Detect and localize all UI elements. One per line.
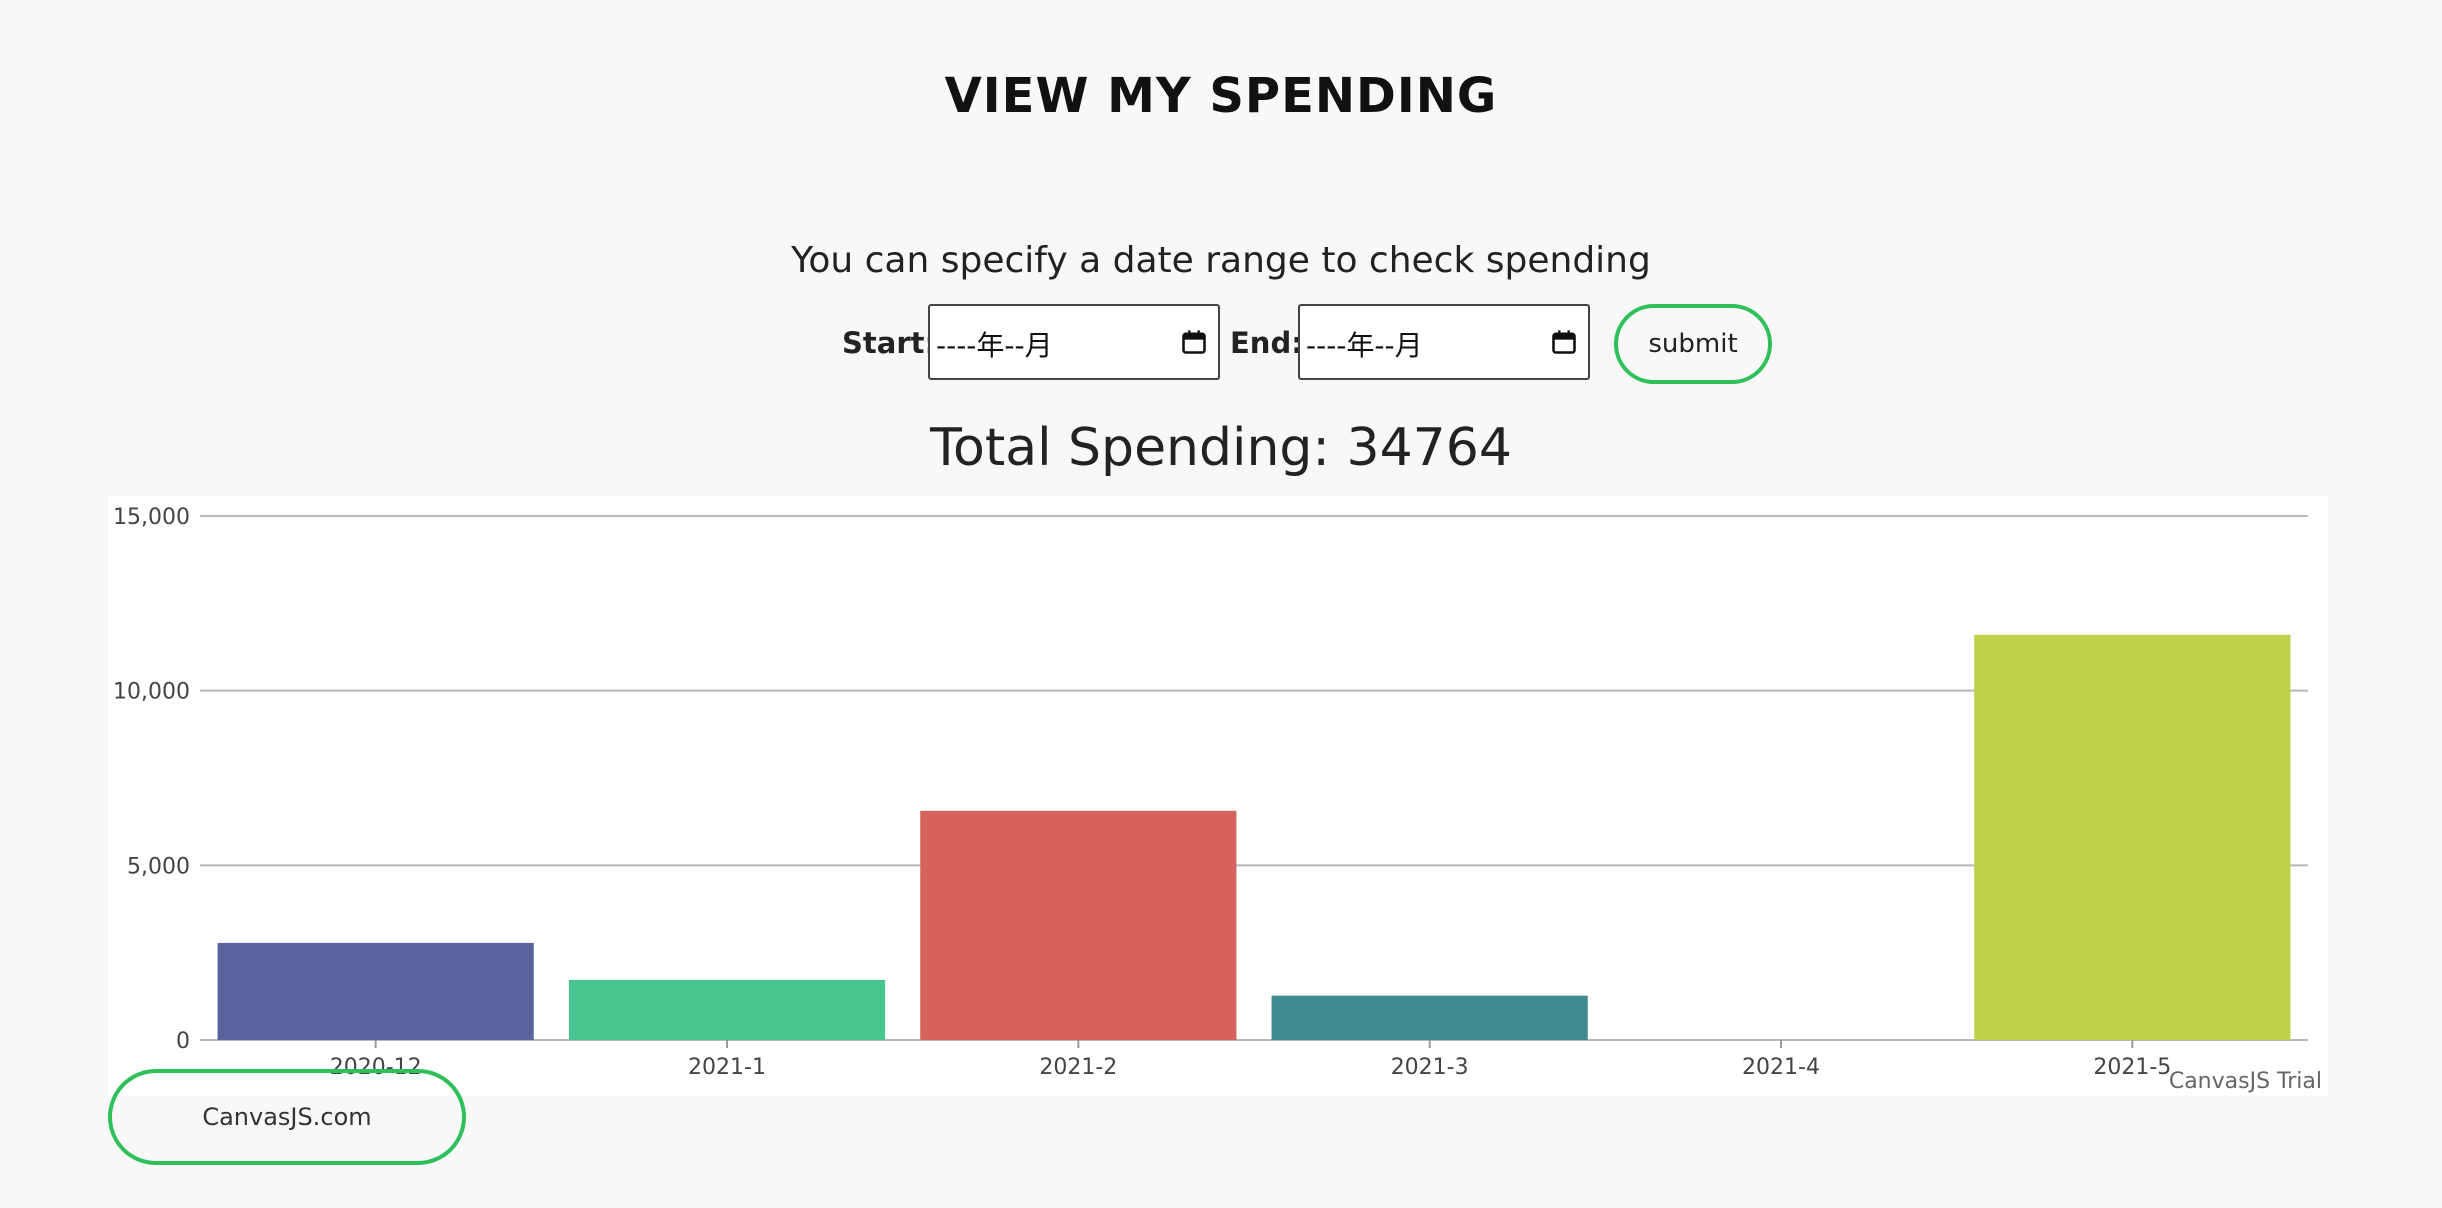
start-label: Start: <box>842 326 937 360</box>
x-tick-label: 2021-3 <box>1391 1055 1469 1080</box>
calendar-icon[interactable] <box>1180 328 1208 356</box>
submit-button[interactable]: submit <box>1614 304 1772 384</box>
canvasjs-credit-link[interactable]: CanvasJS.com <box>108 1069 466 1165</box>
x-tick-label: 2020-12 <box>330 1055 422 1080</box>
x-tick-label: 2021-2 <box>1039 1055 1117 1080</box>
start-month-value: ----年--月 <box>936 329 1053 362</box>
x-tick-label: 2021-5 <box>2093 1055 2171 1080</box>
trial-watermark: CanvasJS Trial <box>2168 1069 2322 1094</box>
total-spending: Total Spending: 34764 <box>930 418 1512 478</box>
bar <box>1974 634 2291 1040</box>
end-month-value: ----年--月 <box>1306 329 1423 362</box>
page-title: VIEW MY SPENDING <box>944 68 1498 124</box>
spending-chart: 0 5,000 10,000 15,000 2020-12 2021-1 2021-2 202… <box>108 496 2328 1096</box>
x-tick-label: 2021-4 <box>1742 1055 1820 1080</box>
start-month-input[interactable]: ----年--月 <box>928 304 1220 380</box>
end-month-input[interactable]: ----年--月 <box>1298 304 1590 380</box>
y-tick-label: 0 <box>176 1029 190 1054</box>
date-range-instruction: You can specify a date range to check sp… <box>791 240 1651 281</box>
bar <box>1271 995 1588 1040</box>
bar <box>217 942 534 1040</box>
date-range-form: Start: ----年--月 End: ----年--月 submit <box>0 304 2442 384</box>
calendar-icon[interactable] <box>1550 328 1578 356</box>
x-tick-label: 2021-1 <box>688 1055 766 1080</box>
bar-chart-svg: 0 5,000 10,000 15,000 2020-12 2021-1 2021-2 202… <box>113 505 2308 1080</box>
bar <box>920 810 1237 1040</box>
end-label: End: <box>1230 326 1303 360</box>
y-tick-label: 10,000 <box>113 680 190 705</box>
y-tick-label: 5,000 <box>127 854 190 879</box>
bar <box>568 979 886 1040</box>
y-tick-label: 15,000 <box>113 505 190 530</box>
